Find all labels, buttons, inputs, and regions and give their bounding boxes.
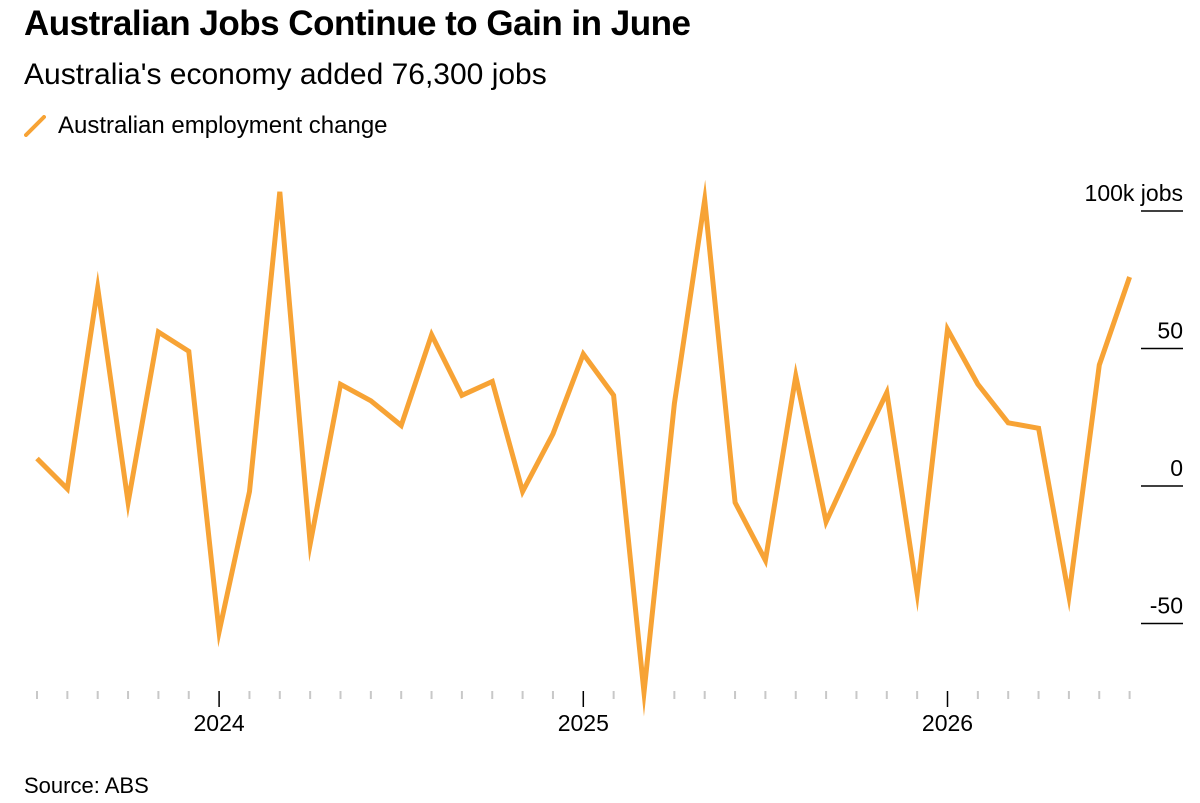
- chart-subtitle: Australia's economy added 76,300 jobs: [24, 58, 547, 91]
- series-layer: [35, 179, 1132, 717]
- x-tick-label: 2025: [558, 710, 609, 736]
- legend-label: Australian employment change: [58, 112, 388, 139]
- x-tick-label: 2024: [194, 710, 245, 736]
- source-note: Source: ABS: [24, 773, 149, 798]
- line-swatch-icon: [24, 115, 46, 137]
- y-tick-label: 100k jobs: [1085, 180, 1183, 206]
- x-axis: 2024 2025 2026: [36, 691, 1131, 736]
- series-line-employment-change: [35, 179, 1132, 717]
- legend: Australian employment change: [24, 112, 388, 140]
- y-axis: 100k jobs 50 0 -50: [1085, 180, 1183, 625]
- y-tick-label: -50: [1150, 593, 1183, 619]
- y-tick-label: 50: [1157, 318, 1183, 344]
- x-tick-label: 2026: [922, 710, 973, 736]
- chart-title: Australian Jobs Continue to Gain in June: [24, 4, 691, 43]
- y-tick-label: 0: [1170, 455, 1183, 481]
